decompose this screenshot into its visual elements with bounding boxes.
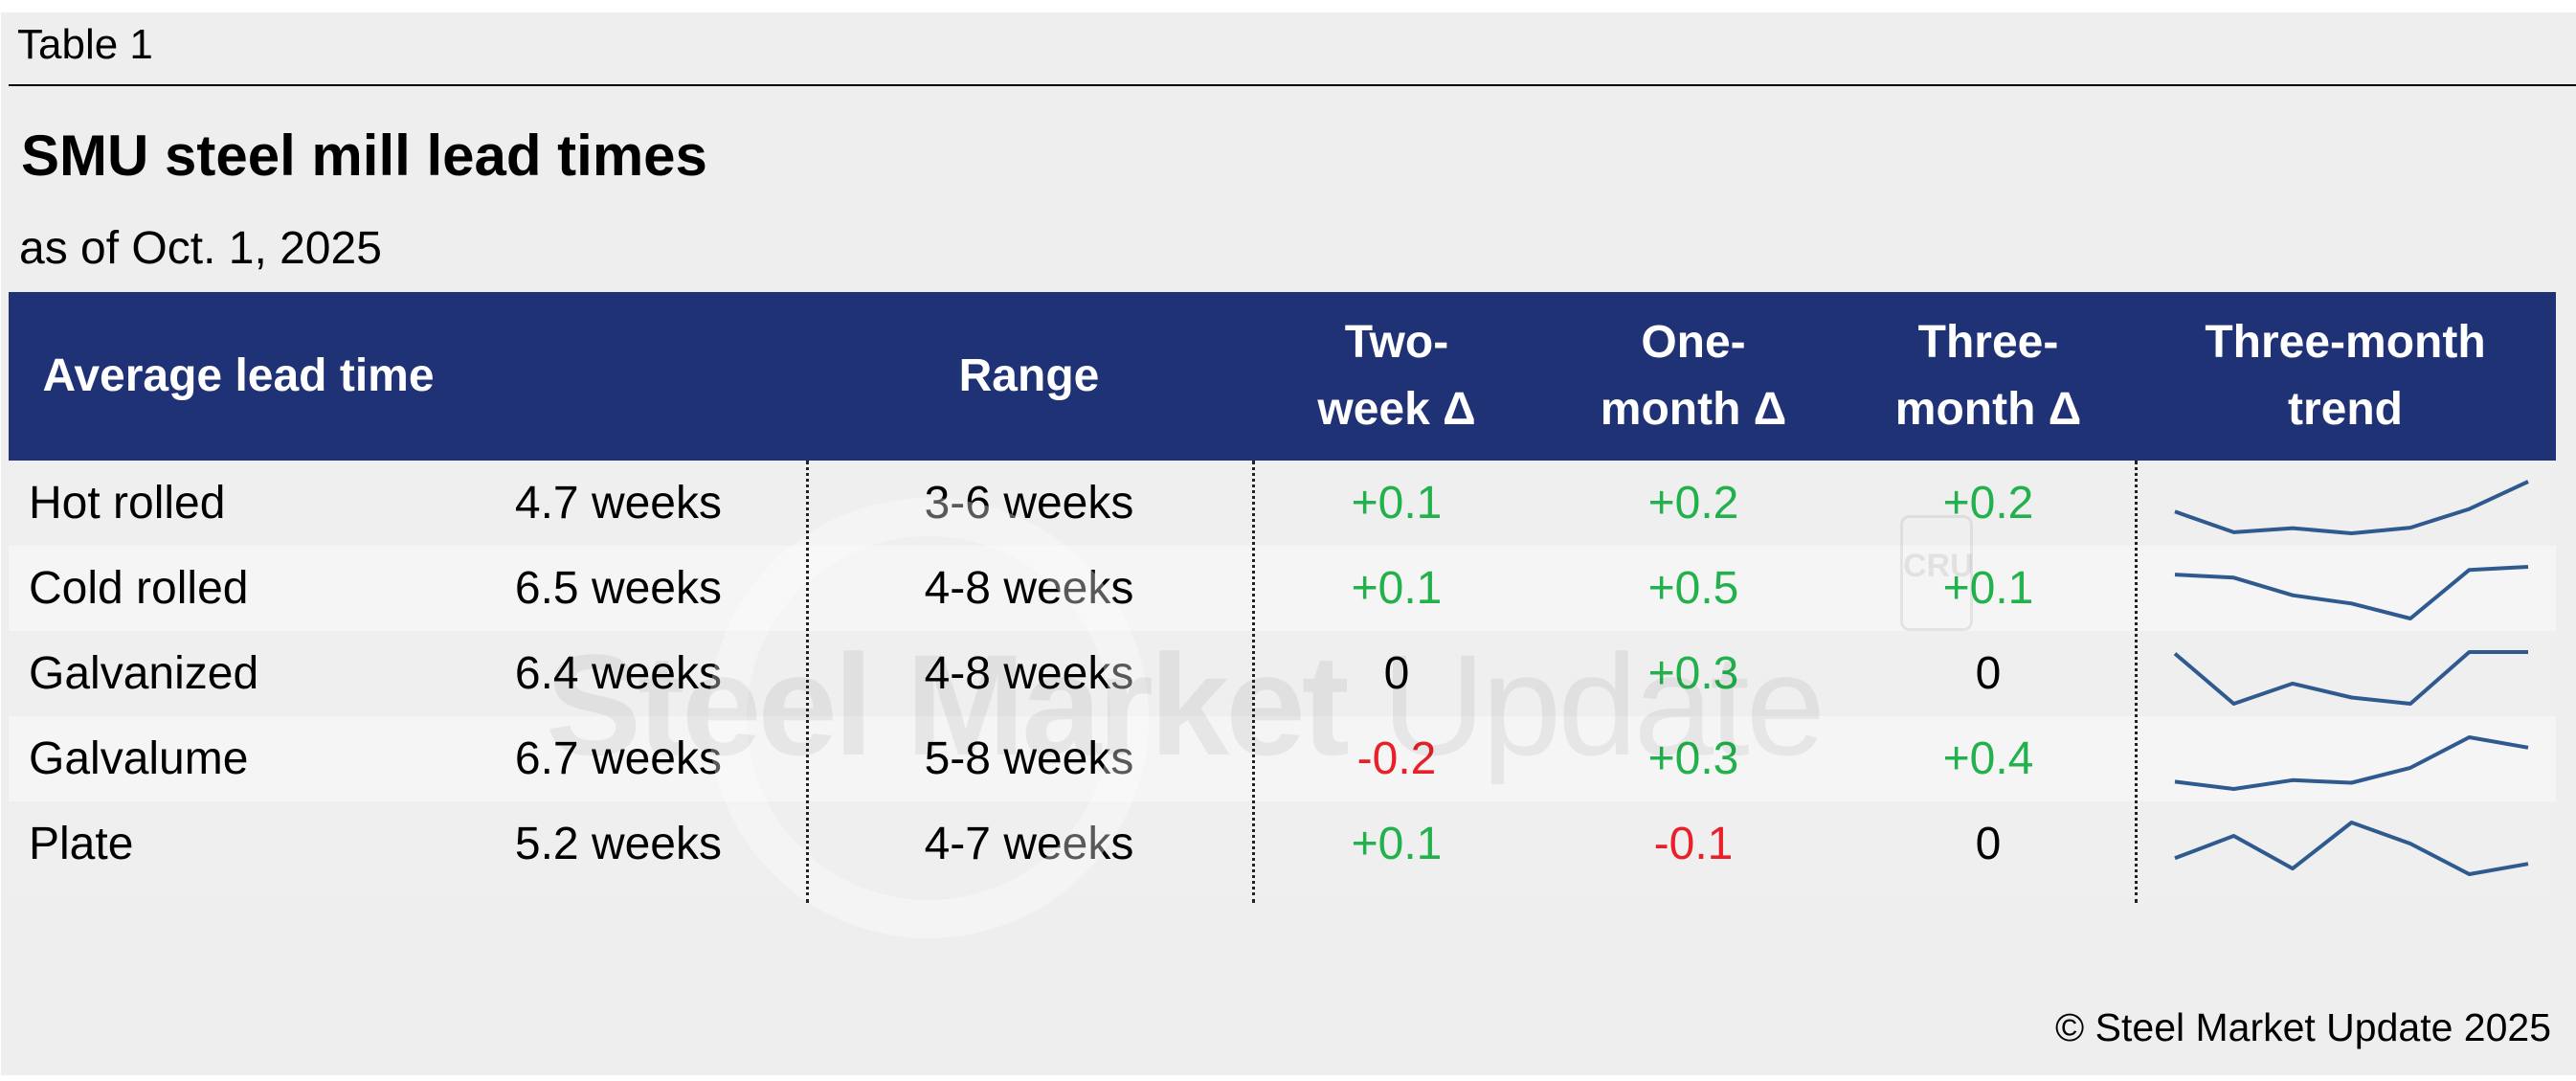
header-average-lead-time: Average lead time [9, 292, 468, 461]
header-label: One- [1641, 317, 1746, 368]
header-three-month-trend: Three-month trend [2135, 292, 2556, 461]
table-title: SMU steel mill lead times [21, 124, 707, 188]
sparkline-line [2173, 650, 2528, 706]
header-label: trend [2288, 384, 2403, 435]
three-month-change: +0.1 [1942, 563, 2034, 614]
two-week-change: +0.1 [1351, 563, 1443, 614]
header-label: Three- [1917, 317, 2059, 368]
one-month-change: +0.2 [1647, 478, 1739, 529]
watermark-logo: Steel Market Update [546, 624, 1826, 785]
trend-sparkline [2174, 735, 2529, 791]
header-range: Range [806, 292, 1252, 461]
header-label: week Δ [1317, 384, 1476, 435]
product-name: Galvalume [29, 733, 249, 784]
header-one-month-change: One-month Δ [1550, 292, 1837, 461]
table-subtitle: as of Oct. 1, 2025 [19, 223, 382, 274]
watermark-badge: CRU [1900, 515, 1974, 631]
average-lead-time: 5.2 weeks [514, 819, 722, 869]
header-label: Average lead time [42, 350, 435, 401]
one-month-change: +0.5 [1647, 563, 1739, 614]
column-divider [806, 461, 809, 903]
column-divider [2135, 461, 2138, 903]
two-week-change: +0.1 [1351, 478, 1443, 529]
header-label: Two- [1344, 317, 1449, 368]
one-month-change: -0.1 [1653, 819, 1734, 869]
header-rule [9, 84, 2576, 86]
product-name: Cold rolled [29, 563, 249, 614]
table-row: Plate 5.2 weeks 4-7 weeks +0.1 -0.1 0 [9, 801, 2556, 897]
two-week-change: +0.1 [1351, 819, 1443, 869]
three-month-change: +0.2 [1942, 478, 2034, 529]
header-three-month-change: Three-month Δ [1845, 292, 2132, 461]
column-divider [1252, 461, 1255, 903]
header-label: Range [958, 350, 1100, 401]
sparkline-line [2174, 565, 2529, 620]
table-row: Galvanized 6.4 weeks 4-8 weeks 0 +0.3 0 [9, 631, 2556, 716]
two-week-change: 0 [1383, 648, 1410, 699]
trend-sparkline [2174, 565, 2529, 620]
table-header: Average lead time Range Two-week Δ One-m… [9, 292, 2556, 461]
header-label: Three-month [2205, 317, 2486, 368]
three-month-change: 0 [1975, 819, 2002, 869]
average-lead-time: 6.5 weeks [514, 563, 722, 614]
copyright-footer: © Steel Market Update 2025 [2055, 1005, 2551, 1049]
three-month-change: +0.4 [1942, 733, 2034, 784]
table-row: Hot rolled 4.7 weeks 3-6 weeks +0.1 +0.2 +0.2 [9, 461, 2556, 546]
sparkline-line [2174, 735, 2529, 791]
table-label: Table 1 [17, 21, 153, 68]
trend-sparkline [2174, 480, 2529, 535]
average-lead-time: 6.7 weeks [514, 733, 722, 784]
header-label: month Δ [1894, 384, 2082, 435]
sparkline-line [2174, 480, 2529, 535]
sparkline-line [2174, 821, 2529, 876]
table-row: Cold rolled 6.5 weeks 4-8 weeks +0.1 +0.5 +0.… [9, 546, 2556, 631]
product-name: Galvanized [29, 648, 259, 699]
average-lead-time: 4.7 weeks [514, 478, 722, 529]
product-name: Hot rolled [29, 478, 226, 529]
one-month-change: +0.3 [1647, 648, 1739, 699]
product-name: Plate [29, 819, 134, 869]
trend-sparkline [2174, 821, 2529, 876]
average-lead-time: 6.4 weeks [514, 648, 722, 699]
trend-sparkline [2173, 650, 2528, 706]
three-month-change: 0 [1975, 648, 2002, 699]
header-label: month Δ [1600, 384, 1787, 435]
one-month-change: +0.3 [1647, 733, 1739, 784]
header-two-week-change: Two-week Δ [1253, 292, 1540, 461]
two-week-change: -0.2 [1356, 733, 1437, 784]
table-row: Galvalume 6.7 weeks 5-8 weeks -0.2 +0.3 +0.4 [9, 716, 2556, 801]
